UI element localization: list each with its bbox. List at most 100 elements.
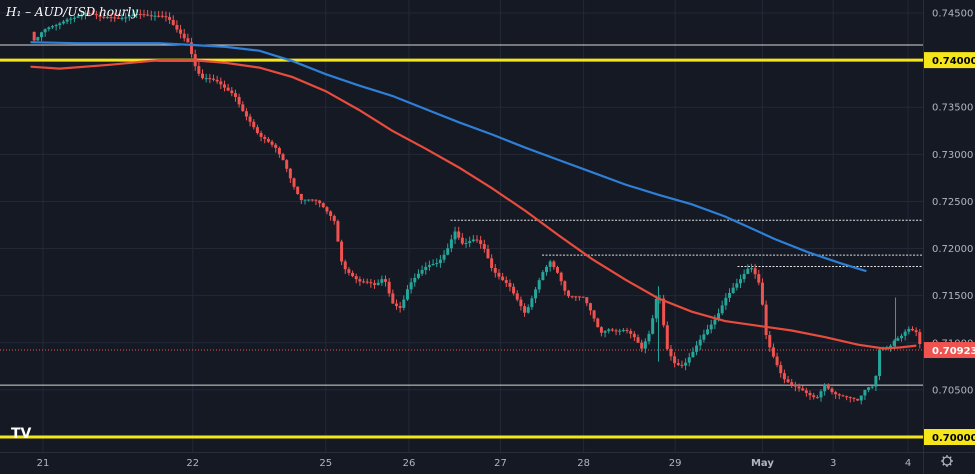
candle-body <box>669 348 673 357</box>
candle-body <box>259 132 263 137</box>
candle-body <box>347 269 351 273</box>
gear-icon[interactable] <box>941 455 953 467</box>
candle-body <box>149 15 153 17</box>
candle-body <box>113 17 117 19</box>
candle-body <box>307 199 311 201</box>
candle-body <box>797 386 801 389</box>
candle-body <box>742 273 746 280</box>
candle-body <box>142 14 146 16</box>
candle-body <box>581 296 585 298</box>
candle-body <box>735 283 739 288</box>
candle-body <box>779 365 783 374</box>
candle-body <box>728 292 732 298</box>
candle-body <box>625 330 629 332</box>
candle-body <box>120 17 124 19</box>
candle-body <box>629 331 633 334</box>
candle-body <box>717 313 721 320</box>
candle-body <box>212 78 216 80</box>
time-tick-label: 21 <box>37 458 50 469</box>
candle-body <box>226 87 230 91</box>
candle-body <box>764 304 768 336</box>
candle-body <box>233 93 237 97</box>
candle-body <box>40 32 44 38</box>
grid-group <box>0 0 923 452</box>
candle-body <box>340 241 344 262</box>
candle-body <box>230 90 234 94</box>
candle-body <box>878 349 882 376</box>
candle-body <box>889 345 893 348</box>
candle-body <box>588 303 592 311</box>
candle-body <box>559 272 563 282</box>
candle-body <box>651 318 655 334</box>
candle-body <box>665 325 669 349</box>
candle-body <box>603 331 607 333</box>
candle-body <box>398 306 402 308</box>
candle-body <box>318 200 322 204</box>
candle-body <box>201 73 205 79</box>
candle-body <box>50 26 54 28</box>
candle-body <box>523 306 527 313</box>
candle-body <box>706 329 710 335</box>
candle-body <box>310 199 314 201</box>
candle-body <box>618 330 622 332</box>
moving-average-blue-line <box>30 41 867 273</box>
candle-body <box>36 37 40 41</box>
candle-body <box>303 199 307 201</box>
candle-body <box>336 221 340 242</box>
time-axis-labels: 21 22 25 26 27 28 29 May 3 4 <box>37 458 912 469</box>
candle-body <box>863 389 867 396</box>
candle-body <box>270 141 274 145</box>
candle-body <box>237 96 241 105</box>
candle-body <box>457 231 461 238</box>
candle-body <box>720 305 724 314</box>
candle-body <box>479 240 483 245</box>
candle-body <box>277 147 281 155</box>
candle-body <box>215 79 219 82</box>
time-tick-label: 22 <box>186 458 199 469</box>
candle-body <box>69 18 73 20</box>
candle-body <box>376 282 380 285</box>
gear-icon-tooth <box>942 463 945 466</box>
current-price-tag-text: 0.70923 <box>932 346 975 357</box>
candle-body <box>790 382 794 385</box>
candle-body <box>171 19 175 25</box>
candle-body <box>775 356 779 366</box>
candle-body <box>222 84 226 88</box>
candle-body <box>296 186 300 194</box>
candle-body <box>391 293 395 304</box>
candle-body <box>80 14 84 17</box>
candle-body <box>537 280 541 290</box>
candle-body <box>157 15 161 17</box>
candle-body <box>438 259 442 264</box>
candle-body <box>109 17 113 19</box>
candle-body <box>449 239 453 249</box>
candle-body <box>695 345 699 352</box>
candle-body <box>526 307 530 313</box>
candle-body <box>135 13 139 15</box>
candle-body <box>384 279 388 282</box>
candle-body <box>702 334 706 340</box>
candle-body <box>288 168 292 179</box>
candle-body <box>98 15 102 17</box>
candle-body <box>812 395 816 398</box>
candle-body <box>874 375 878 387</box>
candle-body <box>577 296 581 298</box>
candle-body <box>607 329 611 332</box>
candle-body <box>793 384 797 387</box>
candle-body <box>570 296 574 298</box>
candle-body <box>252 121 256 128</box>
candle-body <box>749 268 753 270</box>
candle-body <box>405 289 409 300</box>
candle-body <box>534 289 538 299</box>
candle-body <box>676 363 680 365</box>
candles-group <box>32 9 922 405</box>
candle-body <box>684 362 688 366</box>
candle-body <box>753 268 757 275</box>
candle-body <box>241 104 245 112</box>
candle-body <box>420 269 424 274</box>
candle-body <box>709 324 713 330</box>
candle-body <box>760 282 764 305</box>
